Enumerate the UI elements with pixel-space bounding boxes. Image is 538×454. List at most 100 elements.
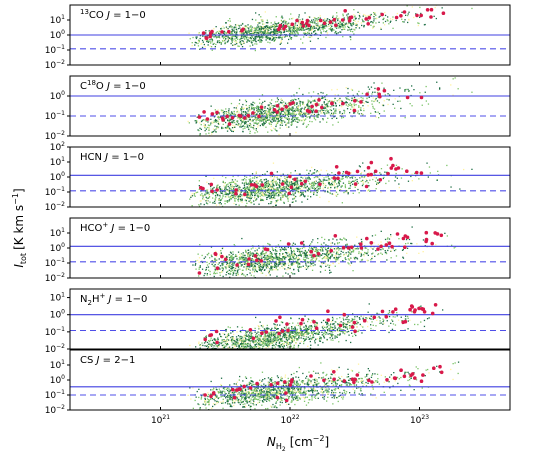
density-point xyxy=(190,195,192,197)
density-point xyxy=(308,182,311,185)
density-point xyxy=(304,175,306,177)
density-point xyxy=(324,186,326,189)
density-point xyxy=(249,120,252,122)
density-point xyxy=(230,183,232,186)
density-point xyxy=(233,189,235,191)
density-point xyxy=(342,26,345,28)
density-point xyxy=(302,240,305,243)
density-point xyxy=(215,37,218,39)
density-point xyxy=(252,30,255,32)
density-point xyxy=(247,24,249,26)
density-point xyxy=(314,183,316,185)
density-point xyxy=(302,180,304,182)
density-point xyxy=(257,26,260,28)
density-point xyxy=(258,268,260,271)
density-point xyxy=(228,190,230,192)
density-point xyxy=(201,46,204,49)
density-point xyxy=(252,104,254,106)
density-point xyxy=(371,253,373,255)
density-point xyxy=(205,175,207,177)
density-point xyxy=(249,191,252,194)
density-point xyxy=(191,193,193,195)
density-point xyxy=(257,126,259,128)
density-point xyxy=(350,36,352,38)
density-point xyxy=(337,251,339,253)
density-point xyxy=(282,189,284,191)
density-point xyxy=(242,187,244,189)
marker-point xyxy=(380,12,385,17)
density-point xyxy=(336,186,338,188)
density-point xyxy=(254,132,256,134)
density-point xyxy=(290,124,292,126)
density-point xyxy=(205,120,207,122)
density-point xyxy=(316,101,318,103)
density-point xyxy=(288,38,290,41)
density-point xyxy=(234,33,236,35)
density-point xyxy=(269,186,271,188)
density-point xyxy=(217,115,219,118)
density-point xyxy=(250,258,253,261)
density-point xyxy=(204,125,206,128)
density-point xyxy=(322,253,324,255)
density-point xyxy=(251,196,253,198)
density-point xyxy=(234,125,236,127)
density-point xyxy=(334,179,336,182)
density-point xyxy=(309,40,312,42)
density-point xyxy=(404,90,406,92)
panel-label: 13CO J = 1−0 xyxy=(80,8,146,21)
density-point xyxy=(236,41,238,44)
density-point xyxy=(199,200,201,202)
density-point xyxy=(385,182,387,185)
density-point xyxy=(238,204,240,206)
density-point xyxy=(313,191,315,193)
density-point xyxy=(323,101,325,103)
density-point xyxy=(249,197,251,199)
density-point xyxy=(375,22,377,24)
density-point xyxy=(220,28,222,30)
density-point xyxy=(221,188,223,190)
density-point xyxy=(194,120,196,122)
density-point xyxy=(259,29,262,31)
density-point xyxy=(265,32,267,35)
density-point xyxy=(232,187,234,189)
marker-point xyxy=(290,22,295,27)
density-point xyxy=(218,116,220,118)
density-point xyxy=(361,18,363,21)
density-point xyxy=(247,127,250,129)
density-point xyxy=(270,114,272,116)
density-point xyxy=(322,107,325,109)
density-point xyxy=(381,253,383,255)
density-point xyxy=(317,116,319,118)
density-point xyxy=(304,12,306,14)
density-point xyxy=(244,175,246,177)
density-point xyxy=(237,210,238,211)
density-point xyxy=(269,192,271,194)
density-point xyxy=(286,179,288,181)
density-point xyxy=(275,16,277,18)
density-point xyxy=(421,104,423,106)
density-point xyxy=(250,126,252,128)
density-point xyxy=(316,114,318,116)
density-point xyxy=(231,127,234,129)
density-point xyxy=(237,198,240,200)
density-point xyxy=(312,187,315,189)
density-point xyxy=(335,108,337,110)
density-point xyxy=(290,112,292,114)
density-point xyxy=(339,189,341,192)
marker-point xyxy=(353,182,358,186)
density-point xyxy=(266,37,269,39)
density-point xyxy=(247,120,249,122)
density-point xyxy=(233,29,235,31)
density-point xyxy=(216,41,219,44)
density-point xyxy=(274,26,276,28)
density-point xyxy=(213,191,215,194)
density-point xyxy=(294,33,296,35)
density-point xyxy=(258,184,260,186)
density-point xyxy=(262,19,264,21)
density-point xyxy=(281,120,283,122)
marker-point xyxy=(301,24,306,28)
density-point xyxy=(321,109,324,111)
density-point xyxy=(208,134,211,136)
density-point xyxy=(255,114,257,116)
